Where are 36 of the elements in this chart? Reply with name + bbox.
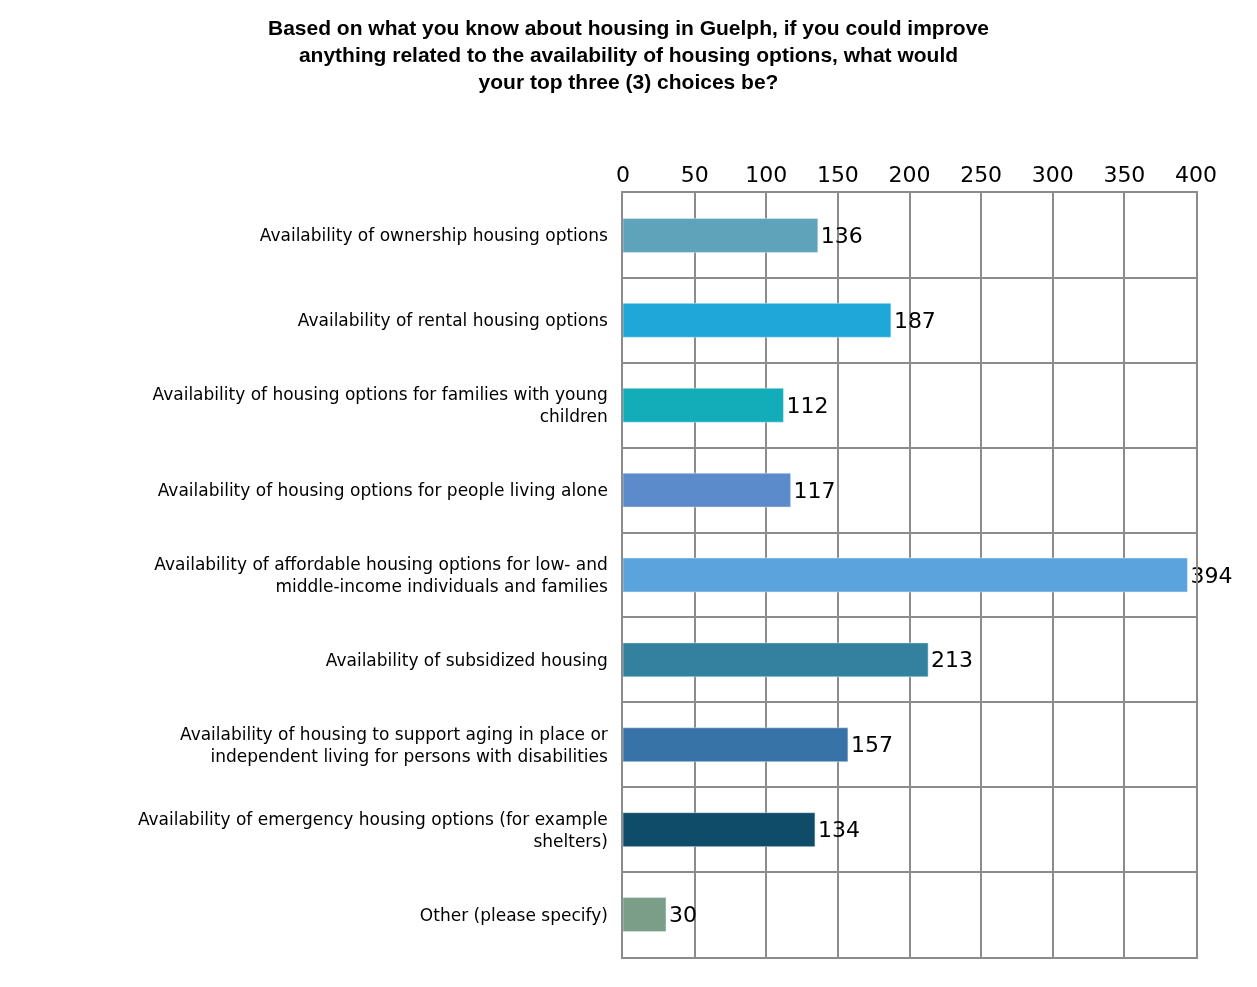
- x-tick-label: 100: [745, 162, 788, 188]
- bar: [623, 897, 667, 932]
- y-tick-label: Other (please specify): [419, 904, 608, 925]
- bar: [623, 812, 816, 847]
- bar: [623, 218, 819, 253]
- data-label: 30: [668, 902, 697, 928]
- y-tick-label: Availability of housing to support aging in place or independent living for persons with disabilities: [180, 723, 608, 766]
- bar: [623, 642, 929, 678]
- bar: [623, 472, 791, 508]
- bar: [623, 727, 849, 763]
- data-label: 187: [893, 307, 936, 333]
- y-tick-label: Availability of housing options for families with young children: [152, 384, 608, 427]
- bar: [623, 303, 892, 338]
- data-label: 134: [817, 817, 860, 843]
- data-label: 136: [820, 222, 863, 248]
- x-tick-label: 0: [616, 162, 630, 188]
- chart-title: Based on what you know about housing in Guelph, if you could improve anything related to the availability of housing options, what would your top three (3) choices be?: [267, 15, 990, 94]
- y-tick-label: Availability of subsidized housing: [325, 649, 608, 670]
- data-label: 117: [793, 477, 836, 503]
- y-tick-label: Availability of rental housing options: [297, 310, 608, 331]
- bar: [623, 387, 784, 423]
- y-tick-label: Availability of ownership housing options: [259, 225, 608, 246]
- y-tick-label: Availability of emergency housing options (for example shelters): [137, 808, 608, 851]
- data-label: 112: [786, 392, 829, 418]
- x-tick-label: 300: [1031, 162, 1074, 188]
- bar: [623, 557, 1188, 593]
- x-tick-label: 350: [1103, 162, 1146, 188]
- data-label: 157: [850, 732, 893, 758]
- data-label: 213: [931, 647, 974, 673]
- x-tick-label: 200: [888, 162, 931, 188]
- x-tick-label: 50: [680, 162, 709, 188]
- x-tick-label: 250: [960, 162, 1003, 188]
- y-tick-label: Availability of affordable housing options for low- and middle-income individuals and families: [154, 553, 608, 596]
- y-tick-label: Availability of housing options for people living alone: [157, 480, 608, 501]
- x-tick-label: 150: [816, 162, 859, 188]
- x-tick-label: 400: [1175, 162, 1217, 188]
